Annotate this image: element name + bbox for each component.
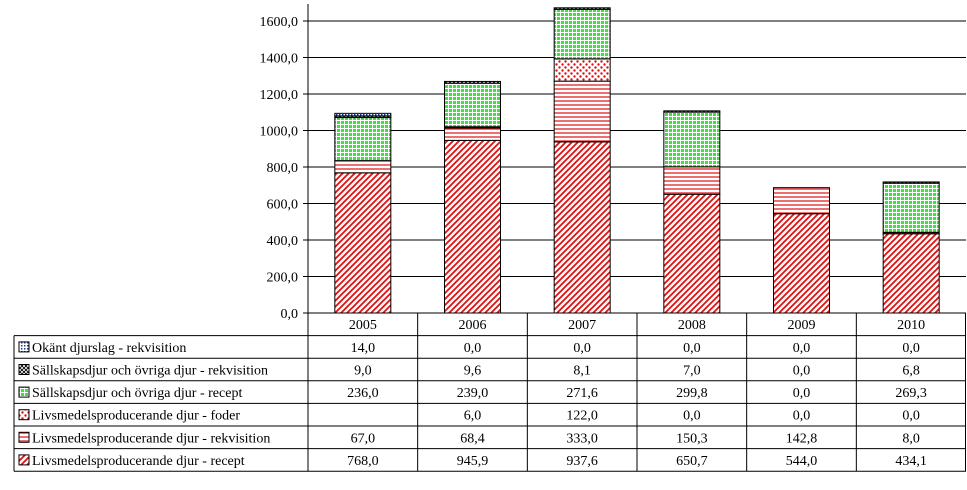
data-label: 269,3 [895,386,927,401]
data-label: 0,0 [573,341,591,356]
data-label: 68,4 [460,431,485,446]
legend-key [18,364,30,375]
bar-segment [773,187,830,215]
data-label: 0,0 [902,341,920,356]
bar-segment [444,80,501,84]
data-label: 9,6 [464,364,482,379]
x-tick-label: 2008 [678,318,706,333]
legend-key [18,409,30,421]
legend-label: Livsmedelsproducerande djur - foder [32,409,240,424]
y-tick-label: 1000,0 [260,125,299,140]
data-label: 544,0 [786,454,818,469]
x-tick-label: 2005 [349,318,377,333]
legend-key [18,341,30,353]
data-label: 0,0 [793,364,811,379]
data-label: 6,0 [464,409,482,424]
data-label: 239,0 [457,386,489,401]
y-tick-label: 1600,0 [260,15,299,30]
bar-segment [553,8,611,60]
bar-segment [882,181,940,184]
bar-segment [663,111,721,168]
data-label: 14,0 [351,341,376,356]
data-label: 271,6 [566,386,598,401]
bar-segment [663,193,721,314]
bar-segment [334,117,392,162]
x-tick-label: 2009 [788,318,816,333]
legend-label: Livsmedelsproducerande djur - rekvisitio… [32,431,270,446]
y-tick-label: 0,0 [281,307,299,322]
data-label: 333,0 [566,431,598,446]
data-label: 67,0 [351,431,376,446]
x-tick-label: 2007 [568,318,596,333]
data-label: 0,0 [793,409,811,424]
x-tick-label: 2010 [897,318,925,333]
bar-segment [553,7,611,10]
legend-label: Livsmedelsproducerande djur - recept [32,454,245,469]
data-label: 0,0 [464,341,482,356]
data-label: 650,7 [676,454,708,469]
bar-segment [882,182,940,233]
legend-key [18,431,30,443]
legend-key [18,454,30,466]
bar-segment [663,110,721,113]
bar-segment [663,166,721,195]
data-label: 0,0 [902,409,920,424]
legend-label: Sällskapsdjur och övriga djur - rekvisit… [32,364,268,379]
bar-segment [334,160,392,174]
bar-segment [444,127,501,141]
data-label: 434,1 [895,454,927,469]
data-label: 236,0 [347,386,379,401]
bar-segment [334,112,392,117]
bar-segment [553,141,611,314]
data-label: 8,1 [573,364,591,379]
x-tick-label: 2006 [459,318,487,333]
y-tick-label: 800,0 [267,161,299,176]
bar-segment [444,139,501,314]
legend-label: Sällskapsdjur och övriga djur - recept [32,386,242,401]
data-label: 768,0 [347,454,379,469]
legend-key [18,386,30,398]
y-tick-label: 1400,0 [260,52,299,67]
y-tick-label: 200,0 [267,271,299,286]
legend-label: Okänt djurslag - rekvisition [32,341,186,356]
data-label: 9,0 [354,364,372,379]
data-label: 8,0 [902,431,920,446]
data-label: 0,0 [683,409,701,424]
data-label: 7,0 [683,364,701,379]
bar-segment [553,58,611,82]
y-tick-label: 1200,0 [260,88,299,103]
y-tick-label: 600,0 [267,198,299,213]
bar-segment [444,82,501,128]
data-label: 937,6 [566,454,598,469]
y-tick-label: 400,0 [267,234,299,249]
data-label: 142,8 [786,431,818,446]
bar-segment [882,233,940,314]
data-label: 0,0 [793,341,811,356]
data-label: 122,0 [566,409,598,424]
data-label: 6,8 [902,364,920,379]
bar-segment [773,213,830,314]
data-label: 150,3 [676,431,708,446]
bar-segment [334,172,392,314]
data-label: 0,0 [683,341,701,356]
data-label: 0,0 [793,386,811,401]
data-label: 299,8 [676,386,708,401]
data-label: 945,9 [457,454,489,469]
bar-segment [553,80,611,143]
